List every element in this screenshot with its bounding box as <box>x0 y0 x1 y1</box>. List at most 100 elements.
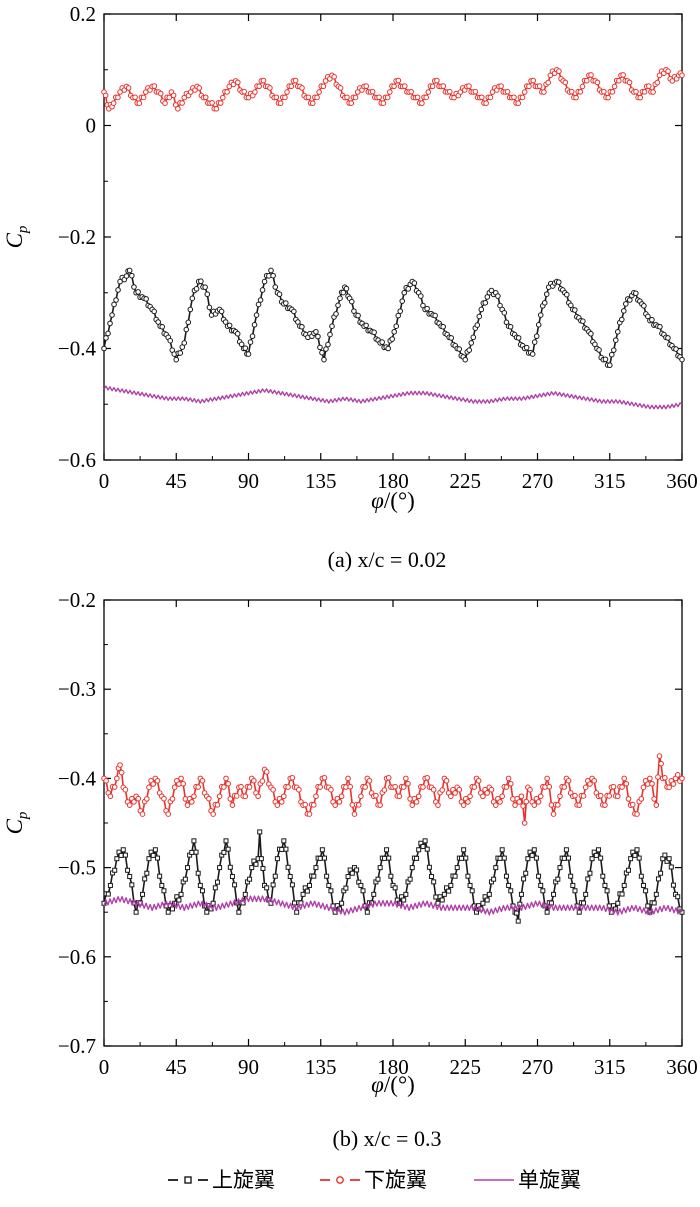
data-point <box>319 847 325 853</box>
data-point <box>655 876 661 882</box>
data-point <box>665 335 671 341</box>
x-tick-label: 225 <box>450 1055 482 1079</box>
data-point <box>136 100 143 106</box>
data-point <box>288 83 295 90</box>
data-point <box>493 865 499 871</box>
data-point <box>475 777 482 784</box>
x-tick-label: 90 <box>238 1055 259 1079</box>
data-point <box>526 83 532 90</box>
data-point <box>468 340 475 346</box>
data-point <box>328 786 334 793</box>
data-point <box>170 92 177 99</box>
data-point <box>646 83 652 89</box>
data-point <box>107 882 113 888</box>
data-point <box>507 780 514 787</box>
data-point <box>633 290 639 297</box>
x-axis-label: φ/(°) <box>371 488 415 513</box>
y-tick-label: −0.6 <box>58 945 96 969</box>
data-point <box>175 105 181 112</box>
data-point <box>623 301 629 307</box>
data-point <box>199 777 206 784</box>
data-point <box>393 323 400 330</box>
data-point <box>386 89 393 95</box>
data-point <box>112 867 118 873</box>
data-point <box>307 882 313 888</box>
data-point <box>491 876 497 882</box>
data-point <box>658 760 664 767</box>
plot-frame <box>103 599 683 1047</box>
data-point <box>391 83 397 90</box>
data-point <box>405 286 412 292</box>
data-point <box>564 291 570 298</box>
data-point <box>233 793 240 799</box>
data-point <box>480 793 486 800</box>
data-point <box>221 784 227 790</box>
data-point <box>529 852 535 858</box>
data-point <box>619 784 625 790</box>
data-point <box>544 775 550 782</box>
data-point <box>448 335 455 341</box>
data-point <box>511 94 517 101</box>
data-point <box>602 882 608 888</box>
data-point <box>651 900 657 906</box>
data-point <box>641 89 648 95</box>
data-point <box>665 68 671 75</box>
data-point <box>533 333 540 340</box>
data-point <box>551 891 557 897</box>
data-point <box>344 94 350 101</box>
data-point <box>419 100 425 106</box>
legend-marker <box>336 1176 344 1184</box>
data-point <box>556 68 562 75</box>
data-point <box>535 322 542 328</box>
legend-label: 单旋翼 <box>518 1168 581 1192</box>
data-point <box>270 786 276 793</box>
data-point <box>395 312 402 319</box>
data-point <box>314 94 320 101</box>
data-point <box>162 100 168 106</box>
data-point <box>399 298 406 304</box>
data-point <box>440 323 446 330</box>
data-point <box>242 345 249 351</box>
data-point <box>632 852 638 858</box>
data-point <box>242 891 248 897</box>
data-point <box>212 885 218 891</box>
data-point <box>326 882 332 888</box>
data-point <box>636 855 642 861</box>
data-point <box>114 775 120 782</box>
data-point <box>348 298 355 305</box>
data-point <box>193 849 199 855</box>
data-point <box>506 882 512 888</box>
data-point <box>107 320 113 327</box>
data-point <box>306 811 313 817</box>
data-point <box>358 882 364 888</box>
data-point <box>214 802 221 808</box>
data-point <box>543 291 550 297</box>
data-point <box>520 803 526 809</box>
data-point <box>666 784 672 791</box>
data-point <box>656 753 663 759</box>
y-tick-label: −0.2 <box>58 588 96 612</box>
data-point <box>195 784 201 790</box>
data-point <box>650 89 656 95</box>
data-point <box>533 855 539 861</box>
data-point <box>440 83 447 89</box>
data-point <box>204 291 211 298</box>
data-point <box>611 83 618 90</box>
data-point <box>619 891 625 897</box>
data-point <box>454 865 460 871</box>
data-point <box>139 811 146 817</box>
data-point <box>336 799 343 805</box>
data-point <box>327 331 333 338</box>
data-point <box>225 846 231 852</box>
data-point <box>169 796 176 802</box>
data-point <box>658 870 664 876</box>
data-point <box>582 784 589 791</box>
data-point <box>576 909 582 915</box>
data-point <box>202 284 208 290</box>
x-tick-label: 180 <box>377 469 409 493</box>
data-point <box>270 882 276 888</box>
data-point <box>323 346 329 352</box>
data-point <box>118 852 124 858</box>
data-point <box>329 323 335 330</box>
data-point <box>115 94 121 101</box>
